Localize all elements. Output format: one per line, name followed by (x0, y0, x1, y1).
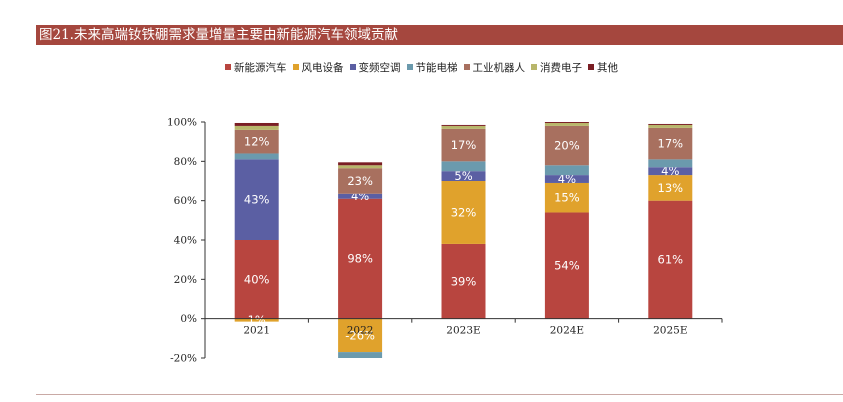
legend-swatch (531, 64, 537, 70)
bar-segment (441, 243, 486, 319)
legend-swatch (292, 64, 299, 70)
y-tick-label: 60% (174, 195, 197, 207)
bar-segment (544, 122, 589, 123)
legend-swatch (225, 64, 231, 70)
y-tick-label: 0% (180, 313, 197, 325)
legend-label: 节能电梯 (415, 62, 458, 74)
chart-legend: 新能源汽车 风电设备 变频空调 节能电梯 工业机器人 消费电子 其他 (0, 60, 843, 75)
bar-segment (544, 122, 589, 126)
data-label: 40% (244, 272, 270, 286)
data-label: 15% (554, 191, 580, 205)
bar-segment (648, 127, 693, 160)
legend-label: 消费电子 (540, 62, 582, 74)
bar-segment (441, 125, 486, 129)
bar-segment (648, 167, 693, 176)
x-tick-label: 2025E (653, 325, 687, 337)
y-tick-label: 100% (167, 117, 197, 129)
legend-swatch (463, 64, 470, 70)
bar-segment (648, 200, 693, 319)
bar-segment (544, 165, 589, 176)
bar-segment (338, 162, 383, 166)
data-label: 61% (658, 253, 684, 267)
bar-segment (544, 182, 589, 213)
data-label: 39% (451, 274, 477, 288)
x-tick-label: 2023E (446, 325, 480, 337)
bar-segment (441, 171, 486, 181)
x-tick-label: 2024E (550, 325, 584, 337)
bar-segment (234, 318, 279, 322)
bar-segment (441, 124, 486, 126)
data-label: 4% (558, 172, 576, 186)
bar-segment (234, 122, 279, 126)
y-tick-label: -20% (170, 353, 197, 365)
legend-label: 变频空调 (358, 62, 401, 74)
data-label: 20% (554, 139, 580, 153)
bar-segment (338, 198, 383, 319)
y-tick-label: 80% (174, 156, 197, 168)
data-label: 4% (661, 164, 679, 178)
bar-segment (648, 124, 693, 128)
legend-label: 新能源汽车 (234, 62, 287, 74)
bar-segment (648, 159, 693, 168)
bar-segment (234, 125, 279, 130)
legend-item: 消费电子 (531, 60, 582, 75)
legend-label: 工业机器人 (472, 62, 526, 74)
bar-segment (544, 175, 589, 183)
bar-segment (234, 240, 279, 319)
data-label: 12% (244, 135, 270, 149)
bar-segment (338, 318, 383, 353)
legend-item: 其他 (588, 60, 618, 75)
data-label: 54% (554, 259, 580, 273)
legend-item: 节能电梯 (406, 60, 458, 75)
bar-segment (441, 181, 486, 244)
data-label: 17% (451, 138, 477, 152)
legend-swatch (349, 64, 356, 70)
bar-segment (338, 352, 383, 358)
bar-segment (544, 212, 589, 319)
data-label: 5% (454, 169, 472, 183)
x-tick-label: 2021 (243, 325, 270, 337)
bar-segment (338, 193, 383, 199)
bar-segment (234, 159, 279, 240)
y-tick-label: 40% (174, 235, 197, 247)
data-label: 17% (658, 137, 684, 151)
legend-label: 风电设备 (301, 62, 344, 74)
data-label: 1% (248, 313, 266, 327)
legend-item: 工业机器人 (463, 60, 526, 75)
bar-segment (234, 129, 279, 154)
legend-item: 新能源汽车 (225, 60, 287, 75)
bar-segment (338, 168, 383, 194)
data-label: 32% (451, 205, 477, 219)
legend-swatch (588, 64, 594, 70)
x-tick-label: 2022 (347, 325, 374, 337)
data-label: 98% (347, 252, 373, 266)
data-label: 13% (658, 181, 684, 195)
bottom-divider (36, 394, 843, 395)
bar-segment (441, 161, 486, 172)
legend-item: 变频空调 (349, 60, 401, 75)
bar-segment (544, 125, 589, 166)
data-label: 23% (347, 174, 373, 188)
legend-item: 风电设备 (292, 60, 344, 75)
bar-segment (648, 123, 693, 125)
bar-segment (338, 165, 383, 169)
y-tick-label: 20% (174, 274, 197, 286)
data-label: -26% (345, 328, 375, 342)
bar-segment (441, 128, 486, 162)
legend-label: 其他 (597, 62, 618, 74)
figure-title: 图21.未来高端钕铁硼需求量增量主要由新能源汽车领域贡献 (36, 25, 843, 45)
data-label: 43% (244, 193, 270, 207)
bar-segment (648, 175, 693, 201)
bar-segment (234, 153, 279, 160)
legend-swatch (406, 64, 413, 70)
